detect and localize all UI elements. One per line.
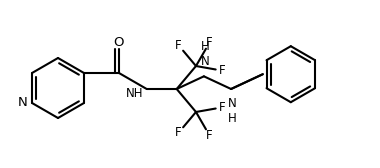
Text: F: F xyxy=(219,64,226,77)
Text: NH: NH xyxy=(126,87,144,100)
Text: N: N xyxy=(17,96,27,110)
Text: F: F xyxy=(175,39,182,52)
Text: F: F xyxy=(219,101,226,114)
Text: F: F xyxy=(175,126,182,139)
Text: O: O xyxy=(114,35,124,49)
Text: F: F xyxy=(206,36,213,49)
Text: H
N: H N xyxy=(201,40,209,68)
Text: F: F xyxy=(206,129,213,142)
Text: N
H: N H xyxy=(228,97,236,125)
